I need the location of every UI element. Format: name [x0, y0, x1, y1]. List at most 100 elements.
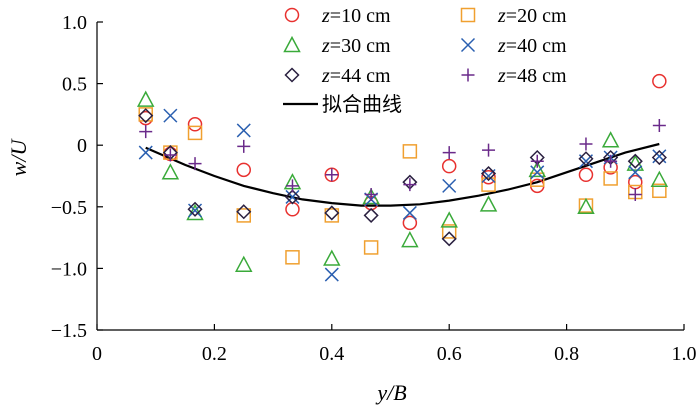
data-point [530, 165, 545, 180]
y-tick-label: −1.5 [51, 320, 87, 342]
data-point [163, 108, 178, 123]
legend-marker [460, 37, 476, 53]
data-point [234, 255, 253, 272]
data-point [481, 169, 496, 185]
data-point [285, 202, 300, 217]
data-point [578, 198, 594, 213]
data-point [530, 154, 544, 168]
data-point [323, 249, 341, 266]
legend-marker [461, 68, 475, 82]
data-point [442, 146, 456, 160]
data-point [236, 204, 252, 220]
legend-label: z=30 cm [321, 35, 391, 57]
legend-label: z=48 cm [497, 65, 567, 87]
data-point [652, 118, 666, 132]
data-point [442, 178, 457, 193]
series-z-20-cm [138, 107, 667, 265]
legend-item: z=10 cm [284, 5, 391, 27]
data-point [578, 151, 594, 167]
data-point [604, 154, 618, 168]
data-point [579, 137, 593, 151]
series-z-40-cm [138, 108, 667, 282]
data-point [650, 170, 669, 187]
legend-label: z=20 cm [497, 5, 567, 27]
data-point [480, 165, 497, 182]
data-markers [136, 73, 669, 282]
y-tick-label: −1.0 [51, 258, 87, 280]
data-point [363, 240, 379, 255]
data-point [401, 230, 419, 248]
series-z-48-cm [139, 118, 666, 201]
data-point [577, 197, 595, 215]
data-point [479, 195, 498, 212]
data-point [402, 205, 417, 220]
y-tick-label: −0.5 [51, 197, 87, 219]
x-tick-label: 0.6 [437, 343, 462, 365]
data-point [284, 189, 301, 205]
data-point [188, 157, 202, 171]
data-point [139, 125, 153, 139]
legend-item: z=40 cm [460, 35, 567, 57]
data-point [364, 187, 378, 201]
data-point [628, 165, 643, 180]
data-point [325, 168, 339, 182]
legend-label: z=10 cm [321, 5, 391, 27]
x-tick-label: 1.0 [672, 343, 697, 365]
x-axis-label: y/B [375, 380, 406, 405]
data-point [441, 231, 457, 247]
data-point [285, 189, 300, 204]
data-point [138, 145, 153, 160]
legend-item: z=20 cm [460, 5, 567, 27]
data-point [187, 201, 203, 217]
data-point [651, 149, 667, 166]
data-point [236, 208, 251, 223]
y-tick-label: 0 [77, 135, 87, 157]
legend: z=10 cm z=20 cm z=30 cm z=40 cm z=44 cm z=48 … [283, 5, 567, 116]
legend-item: z=30 cm [283, 35, 391, 57]
data-point [627, 153, 643, 169]
fit-curve-layer [145, 142, 660, 207]
legend-item-fit: 拟合曲线 [283, 93, 402, 116]
data-point [138, 107, 153, 122]
data-point [363, 207, 379, 223]
series-z-44-cm [138, 108, 667, 247]
data-point [440, 211, 458, 228]
x-tick-label: 0 [92, 343, 102, 365]
y-tick-label: 0.5 [62, 74, 87, 96]
data-point [402, 215, 418, 231]
data-point [402, 144, 418, 159]
legend-fit-label: 拟合曲线 [322, 93, 402, 116]
data-point [187, 117, 203, 132]
data-point [652, 73, 667, 89]
data-point [236, 162, 251, 178]
data-point [161, 163, 180, 180]
data-point [136, 90, 155, 107]
data-point [603, 171, 618, 186]
data-point [441, 224, 457, 239]
data-point [236, 123, 251, 138]
legend-item: z=44 cm [284, 65, 391, 87]
data-point [138, 108, 154, 124]
data-point [285, 250, 300, 265]
fit-curve-line [145, 142, 660, 207]
legend-marker [460, 7, 476, 23]
data-point [324, 267, 339, 282]
legend-label: z=40 cm [497, 35, 567, 57]
data-point [601, 131, 620, 148]
legend-label: z=44 cm [321, 65, 391, 87]
data-point [324, 205, 340, 221]
data-point [163, 148, 177, 162]
data-point [403, 178, 417, 192]
data-point [578, 167, 594, 183]
y-axis-label: w/U [6, 138, 31, 177]
y-tick-label: 1.0 [62, 12, 87, 34]
x-tick-label: 0.8 [554, 343, 579, 365]
data-point [324, 208, 340, 223]
data-point [187, 125, 203, 141]
data-point [237, 139, 251, 153]
plot-frame [96, 22, 684, 331]
data-point [441, 158, 457, 174]
legend-marker [283, 35, 301, 53]
x-tick-label: 0.4 [319, 343, 344, 365]
